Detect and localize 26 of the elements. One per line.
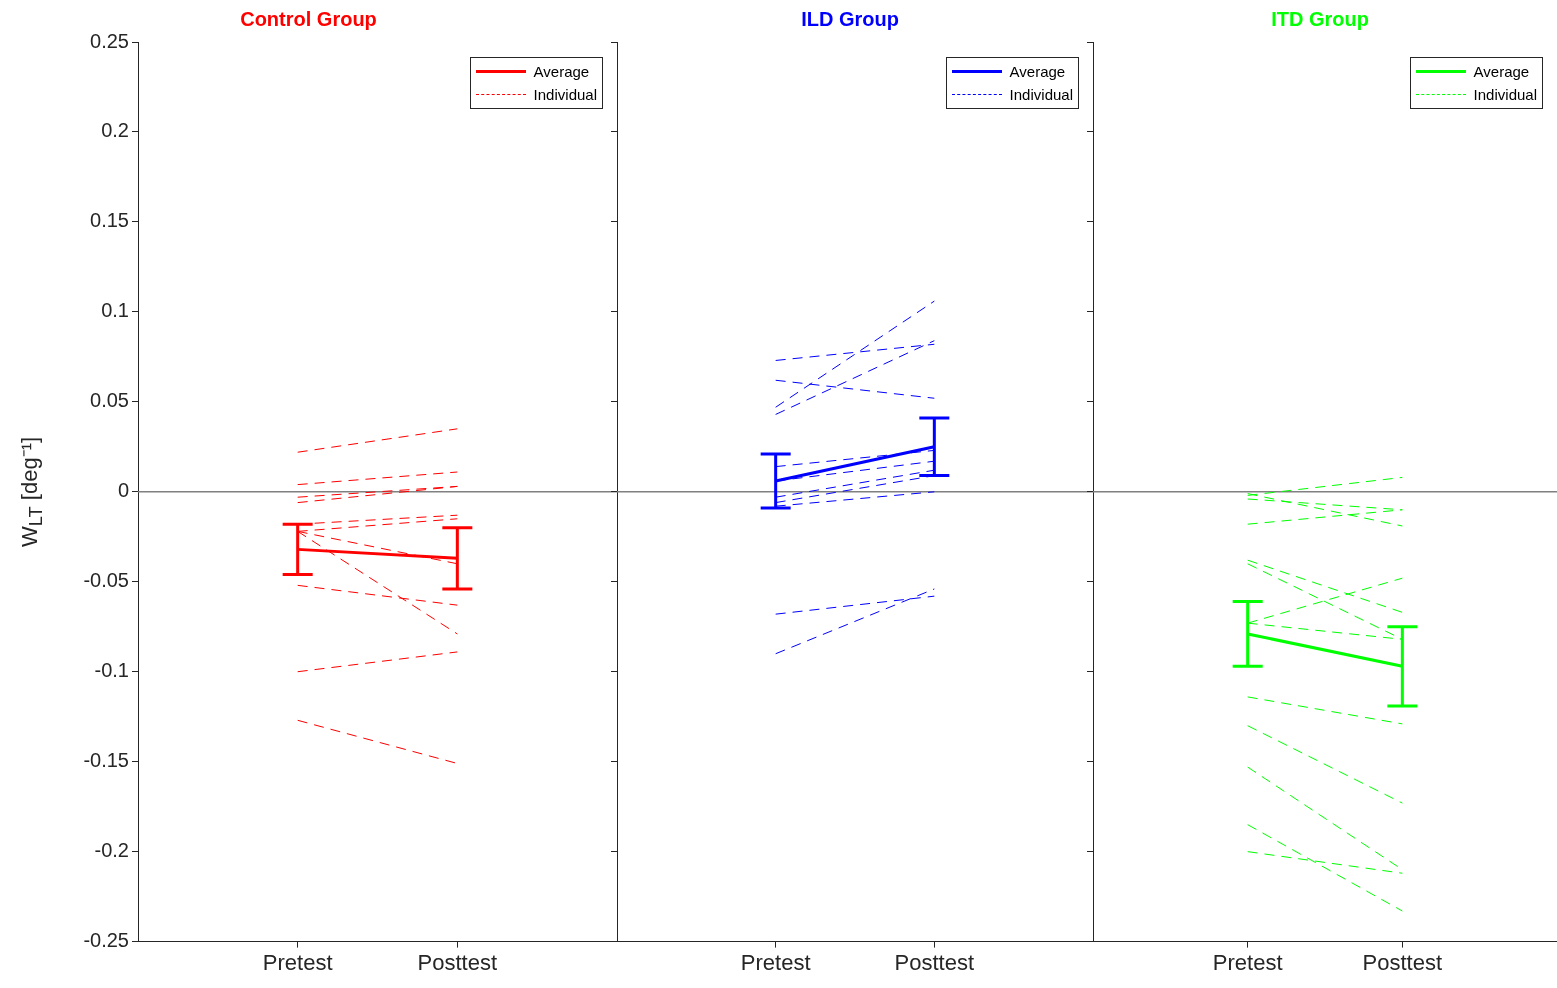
y-tick-label: -0.25 <box>83 929 129 952</box>
y-tick-label: 0.2 <box>101 119 129 142</box>
legend-label: Individual <box>1009 86 1073 103</box>
y-tick-label: 0 <box>117 479 129 502</box>
y-tick-label: 0.15 <box>90 209 129 232</box>
chart-title: Control Group <box>240 7 377 30</box>
y-tick-label: -0.2 <box>94 839 129 862</box>
chart-title: ITD Group <box>1271 7 1369 30</box>
y-tick-label: 0.1 <box>101 299 129 322</box>
y-tick-label: 0.25 <box>90 29 129 52</box>
x-tick-label: Posttest <box>894 949 975 975</box>
y-tick-label: 0.05 <box>90 389 129 412</box>
legend-label: Average <box>1473 63 1530 80</box>
y-tick-label: -0.15 <box>83 749 129 772</box>
y-tick-label: -0.1 <box>94 659 129 682</box>
legend-label: Average <box>533 63 590 80</box>
chart-title: ILD Group <box>801 7 899 30</box>
x-tick-label: Pretest <box>740 949 811 975</box>
legend-label: Average <box>1009 63 1066 80</box>
legend-label: Individual <box>533 86 597 103</box>
x-tick-label: Posttest <box>1362 949 1443 975</box>
x-tick-label: Posttest <box>417 949 498 975</box>
legend-label: Individual <box>1473 86 1537 103</box>
x-tick-label: Pretest <box>262 949 333 975</box>
x-tick-label: Pretest <box>1212 949 1283 975</box>
y-tick-label: -0.05 <box>83 569 129 592</box>
